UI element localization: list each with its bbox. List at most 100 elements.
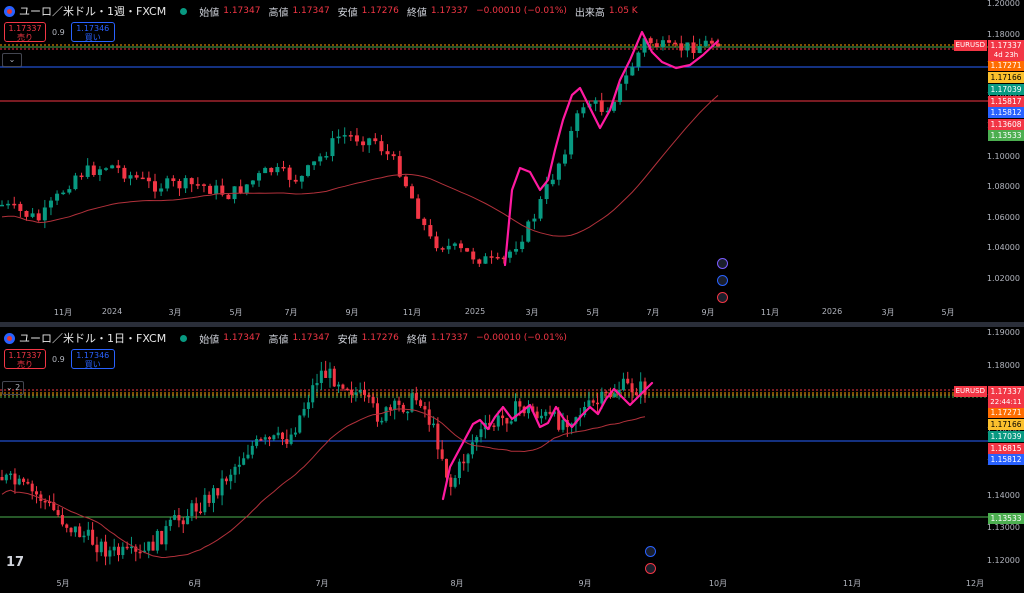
event-flash-icon[interactable] — [717, 258, 728, 269]
price-tag: 1.15812 — [988, 454, 1024, 465]
price-tick: 1.02000 — [986, 273, 1020, 283]
candle-body — [403, 176, 408, 187]
candle-body — [709, 40, 714, 44]
sell-button[interactable]: 1.17337 売り — [4, 22, 46, 42]
candle-body — [599, 100, 604, 112]
candle-body — [375, 403, 379, 422]
candle-body — [104, 541, 108, 557]
price-tag: 1.17039 — [988, 84, 1024, 95]
candle-body — [263, 437, 267, 440]
candle-body — [194, 503, 198, 512]
event-globe-icon[interactable] — [645, 546, 656, 557]
price-tag: 1.17166 — [988, 419, 1024, 430]
candle-body — [147, 541, 151, 551]
candle-body — [557, 411, 561, 430]
time-tick: 11月 — [402, 308, 422, 317]
candle-body — [112, 546, 116, 551]
candle-body — [507, 251, 512, 258]
candle-body — [336, 136, 341, 139]
candle-body — [91, 165, 96, 176]
candle-body — [397, 400, 401, 405]
pane-separator[interactable] — [0, 322, 1024, 327]
candle-body — [544, 411, 548, 416]
candle-body — [489, 256, 494, 258]
symbol-logo-icon — [4, 5, 15, 17]
buy-button[interactable]: 1.17346 買い — [70, 22, 115, 42]
candle-body — [626, 378, 630, 384]
candle-body — [43, 500, 47, 503]
buy-label: 買い — [84, 360, 101, 369]
candle-body — [128, 175, 133, 179]
candle-body — [371, 396, 375, 404]
candle-body — [117, 546, 121, 556]
candle-body — [535, 411, 539, 419]
sell-label: 売り — [17, 360, 33, 369]
candle-body — [246, 454, 250, 459]
candle-body — [9, 473, 13, 476]
candle-body — [151, 541, 155, 551]
candle-body — [73, 526, 77, 533]
candle-body — [6, 203, 11, 206]
candle-body — [514, 249, 519, 252]
candle-body — [596, 402, 600, 405]
candle-body — [293, 179, 298, 182]
buy-button[interactable]: 1.17346 買い — [70, 349, 115, 369]
weekly-chart-canvas[interactable] — [0, 0, 1024, 322]
daily-chart-canvas[interactable] — [0, 327, 1024, 593]
sell-price: 1.17337 — [8, 351, 42, 360]
daily-symbol-title[interactable]: ユーロ／米ドル・1日・FXCM — [19, 332, 167, 345]
candle-body — [268, 437, 272, 440]
candle-body — [574, 417, 578, 424]
candle-body — [226, 194, 231, 200]
candle-body — [496, 415, 500, 427]
candle-body — [470, 442, 474, 455]
collapse-legend-button[interactable]: ⌄ 2 — [2, 381, 24, 395]
candle-body — [287, 167, 292, 180]
time-tick: 6月 — [188, 579, 202, 588]
candle-body — [250, 445, 254, 455]
candle-body — [164, 526, 168, 545]
candle-body — [160, 530, 164, 545]
candle-body — [604, 391, 608, 394]
candle-body — [520, 241, 525, 250]
candle-body — [125, 546, 129, 549]
price-tag: 1.15812 — [988, 107, 1024, 118]
candle-body — [110, 165, 115, 169]
price-tag: 1.16815 — [988, 443, 1024, 454]
candle-body — [643, 381, 647, 395]
collapse-legend-button[interactable]: ⌄ — [2, 53, 22, 67]
candle-body — [332, 368, 336, 387]
candle-body — [190, 503, 194, 517]
sell-button[interactable]: 1.17337 売り — [4, 349, 46, 369]
candle-body — [337, 384, 341, 387]
close-value: 1.17337 — [430, 6, 469, 16]
candle-body — [380, 420, 384, 423]
candle-body — [97, 169, 102, 176]
price-tag: 1.17337 — [988, 40, 1024, 51]
candle-body — [159, 188, 164, 192]
open-value: 1.17347 — [223, 333, 261, 343]
candle-body — [211, 488, 215, 503]
candle-body — [91, 529, 95, 545]
candle-body — [104, 168, 109, 170]
buy-label: 買い — [84, 33, 101, 42]
candle-body — [341, 384, 345, 389]
event-us-flag-icon[interactable] — [645, 563, 656, 574]
candle-body — [575, 113, 580, 131]
weekly-chart-pane[interactable]: ユーロ／米ドル・1週・FXCM 始値 1.17347 高値 1.17347 安値 1.… — [0, 0, 1024, 322]
candle-body — [259, 439, 263, 441]
daily-chart-pane[interactable]: ユーロ／米ドル・1日・FXCM 始値 1.17347 高値 1.17347 安値 1.… — [0, 327, 1024, 593]
weekly-symbol-title[interactable]: ユーロ／米ドル・1週・FXCM — [19, 5, 167, 18]
price-tick: 1.18000 — [986, 29, 1020, 39]
open-value: 1.17347 — [223, 6, 261, 16]
candle-body — [177, 515, 181, 521]
candle-body — [526, 406, 530, 414]
tradingview-logo[interactable]: 17 — [6, 555, 25, 570]
symbol-logo-icon — [4, 332, 15, 344]
candle-body — [642, 38, 647, 53]
event-globe-icon[interactable] — [717, 275, 728, 286]
time-tick: 7月 — [315, 579, 329, 588]
candle-body — [410, 393, 414, 412]
event-us-flag-icon[interactable] — [717, 292, 728, 303]
candle-body — [453, 478, 457, 487]
